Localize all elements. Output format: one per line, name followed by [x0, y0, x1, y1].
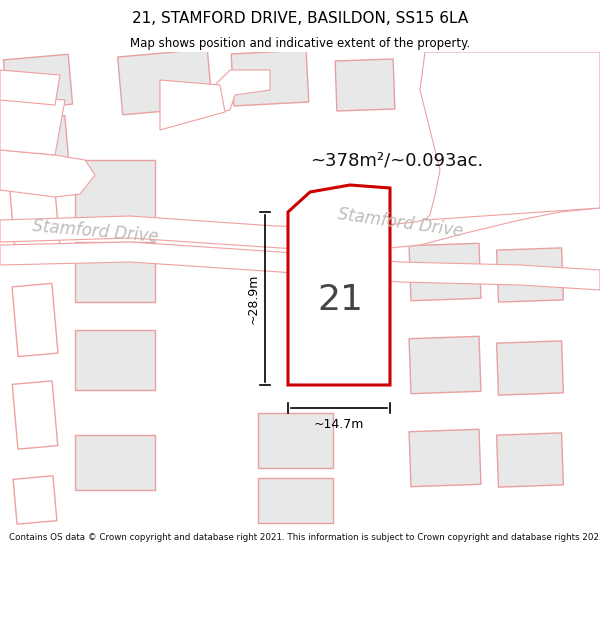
Polygon shape — [75, 434, 155, 489]
Text: 21: 21 — [317, 283, 363, 317]
Polygon shape — [231, 50, 309, 106]
Polygon shape — [0, 95, 65, 155]
Polygon shape — [12, 283, 58, 357]
Polygon shape — [288, 185, 390, 385]
Polygon shape — [335, 59, 395, 111]
Polygon shape — [0, 185, 600, 250]
Polygon shape — [75, 160, 155, 220]
Polygon shape — [257, 478, 332, 522]
Text: Stamford Drive: Stamford Drive — [31, 217, 159, 246]
Text: 21, STAMFORD DRIVE, BASILDON, SS15 6LA: 21, STAMFORD DRIVE, BASILDON, SS15 6LA — [132, 11, 468, 26]
Text: Stamford Drive: Stamford Drive — [336, 205, 464, 241]
Polygon shape — [118, 49, 212, 115]
Polygon shape — [75, 242, 155, 302]
Polygon shape — [0, 150, 95, 197]
Polygon shape — [497, 433, 563, 487]
Polygon shape — [160, 80, 225, 130]
Polygon shape — [497, 341, 563, 395]
Polygon shape — [7, 116, 69, 168]
Polygon shape — [523, 118, 587, 166]
Polygon shape — [409, 336, 481, 394]
Text: ~28.9m: ~28.9m — [247, 273, 260, 324]
Polygon shape — [13, 476, 57, 524]
Polygon shape — [0, 70, 60, 105]
Polygon shape — [420, 52, 600, 220]
Text: Map shows position and indicative extent of the property.: Map shows position and indicative extent… — [130, 38, 470, 51]
Polygon shape — [12, 381, 58, 449]
Text: Contains OS data © Crown copyright and database right 2021. This information is : Contains OS data © Crown copyright and d… — [9, 533, 600, 542]
Polygon shape — [4, 54, 73, 110]
Polygon shape — [409, 429, 481, 487]
Polygon shape — [257, 412, 332, 468]
Text: ~378m²/~0.093ac.: ~378m²/~0.093ac. — [310, 151, 483, 169]
Polygon shape — [409, 243, 481, 301]
Polygon shape — [75, 330, 155, 390]
Polygon shape — [497, 248, 563, 302]
Polygon shape — [210, 70, 270, 112]
Polygon shape — [520, 59, 590, 111]
Polygon shape — [0, 242, 600, 290]
Polygon shape — [429, 61, 501, 115]
Text: ~14.7m: ~14.7m — [314, 418, 364, 431]
Polygon shape — [10, 181, 61, 259]
